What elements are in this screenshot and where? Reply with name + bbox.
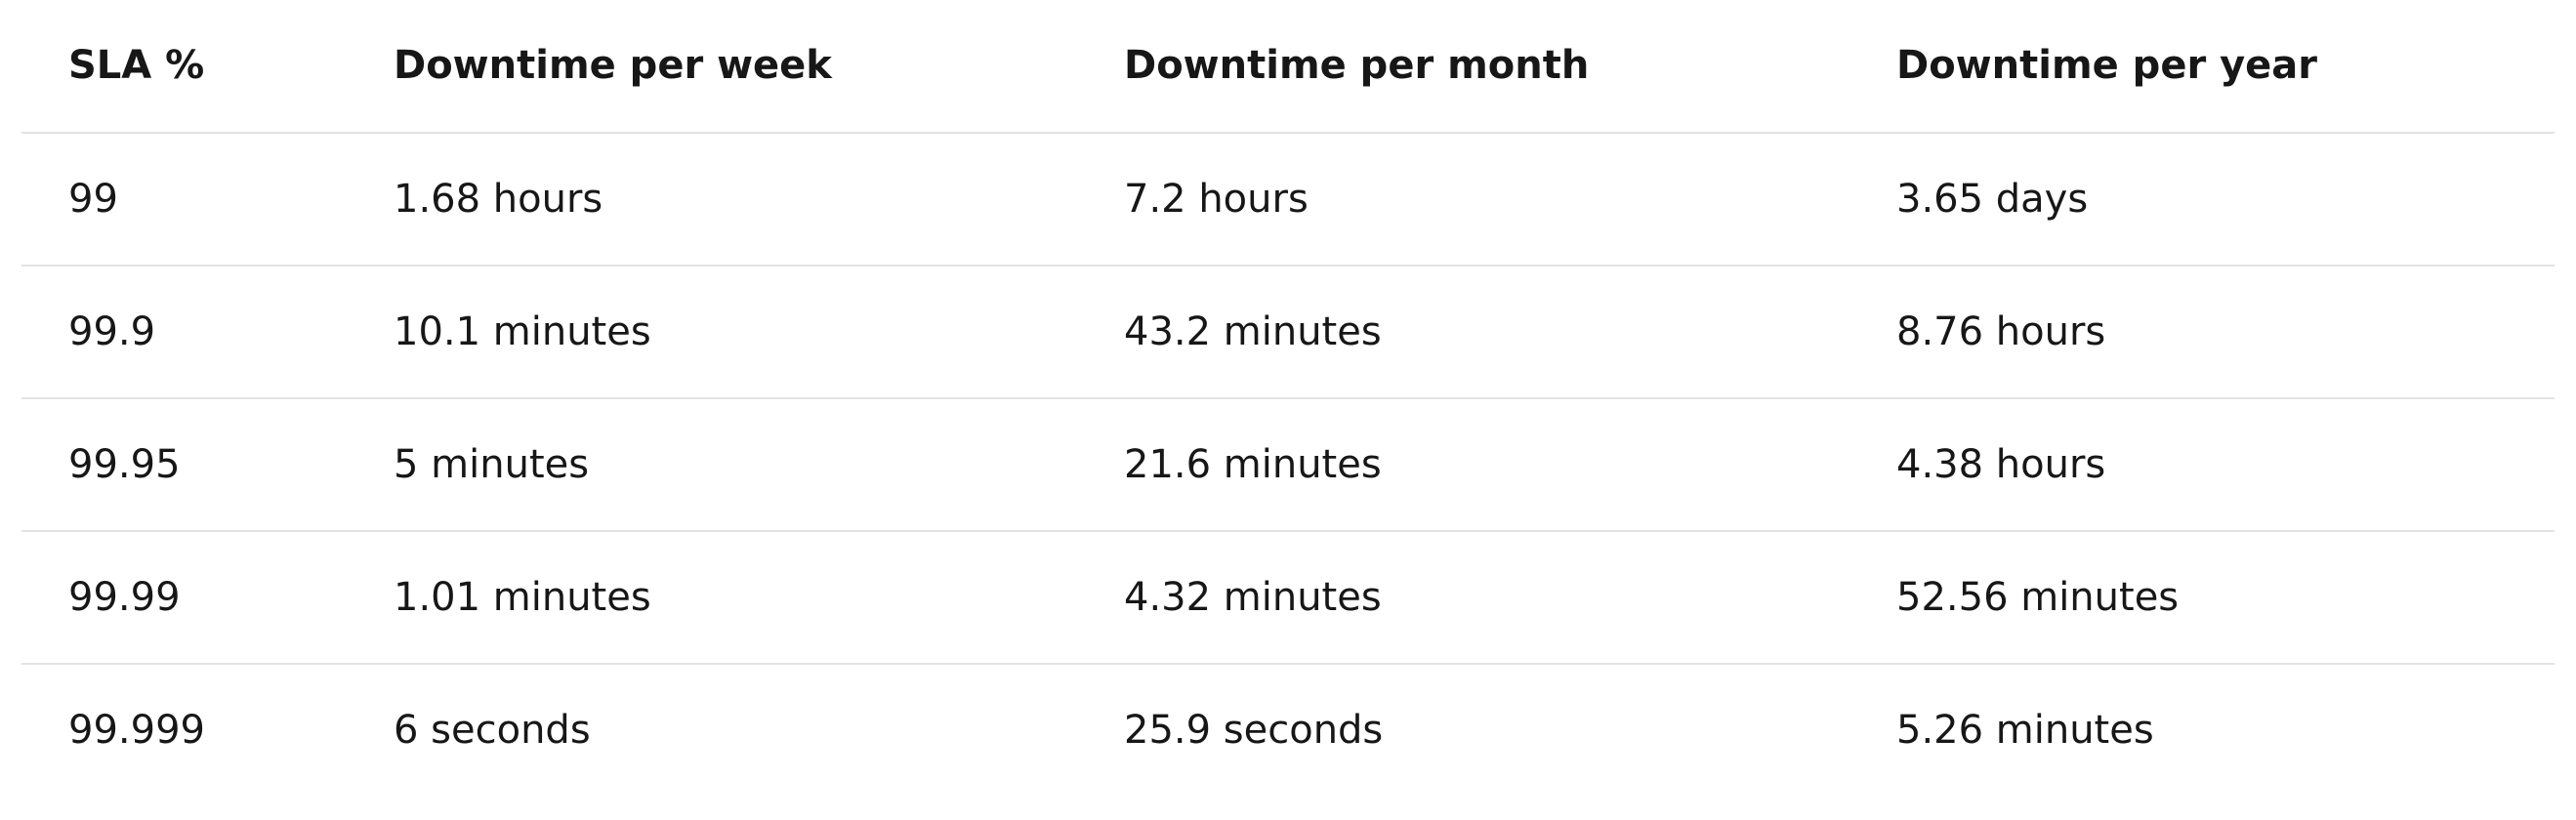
header-downtime-per-week: Downtime per week <box>347 0 1077 134</box>
cell-sla-percent: 99.99 <box>21 531 347 665</box>
cell-downtime-week: 6 seconds <box>394 708 591 753</box>
table-row: 99.999 6 seconds 25.9 seconds 5.26 minut… <box>21 664 2555 796</box>
cell-downtime-week: 5 minutes <box>347 398 1077 532</box>
cell-downtime-week: 10.1 minutes <box>347 266 1077 399</box>
table-row: 99.95 5 minutes 21.6 minutes 4.38 hours <box>21 398 2555 532</box>
sla-downtime-table: SLA % Downtime per week Downtime per mon… <box>21 0 2555 796</box>
cell-downtime-year: 4.38 hours <box>1849 398 2555 532</box>
cell-downtime-month: 43.2 minutes <box>1077 266 1849 399</box>
header-row: SLA % Downtime per week Downtime per mon… <box>21 0 2555 134</box>
cell-downtime-year: 8.76 hours <box>1849 266 2555 399</box>
cell-downtime-month: 4.32 minutes <box>1077 531 1849 665</box>
cell-downtime-year: 5.26 minutes <box>1896 708 2154 753</box>
table-row: 99.9 10.1 minutes 43.2 minutes 8.76 hour… <box>21 266 2555 399</box>
cell-downtime-year: 3.65 days <box>1849 133 2555 266</box>
cell-downtime-year: 52.56 minutes <box>1849 531 2555 665</box>
cell-downtime-month: 21.6 minutes <box>1077 398 1849 532</box>
table-row: 99.99 1.01 minutes 4.32 minutes 52.56 mi… <box>21 531 2555 665</box>
cell-downtime-week: 1.68 hours <box>347 133 1077 266</box>
cell-downtime-week: 1.01 minutes <box>347 531 1077 665</box>
cell-downtime-month: 7.2 hours <box>1077 133 1849 266</box>
table-body: 99 1.68 hours 7.2 hours 3.65 days 99.9 1… <box>21 133 2555 796</box>
table-header: SLA % Downtime per week Downtime per mon… <box>21 0 2555 134</box>
cell-sla-percent: 99.999 <box>68 708 205 753</box>
sla-table-container: SLA % Downtime per week Downtime per mon… <box>21 0 2555 796</box>
header-downtime-per-year: Downtime per year <box>1849 0 2555 134</box>
cell-sla-percent: 99 <box>21 133 347 266</box>
header-sla-percent: SLA % <box>21 0 347 134</box>
cell-sla-percent: 99.9 <box>21 266 347 399</box>
table-row: 99 1.68 hours 7.2 hours 3.65 days <box>21 133 2555 266</box>
cell-sla-percent: 99.95 <box>21 398 347 532</box>
header-downtime-per-month: Downtime per month <box>1077 0 1849 134</box>
cell-downtime-month: 25.9 seconds <box>1124 708 1384 753</box>
